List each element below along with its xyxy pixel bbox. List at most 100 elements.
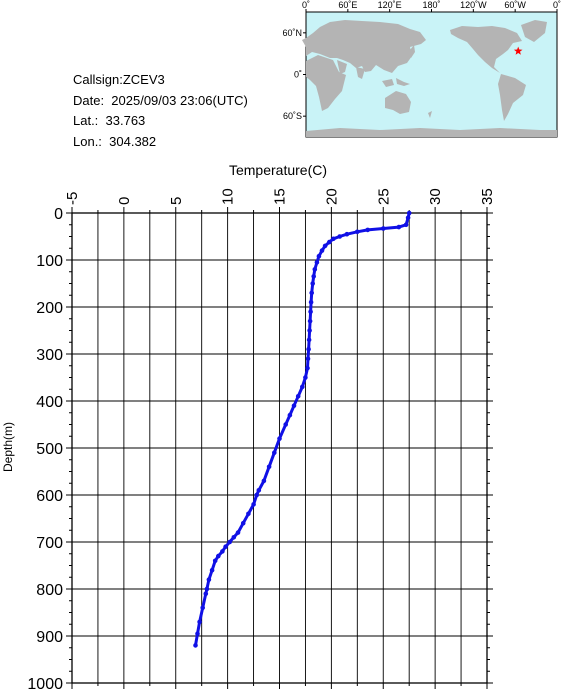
y-tick-label: 400 <box>36 394 63 411</box>
data-point <box>220 549 225 554</box>
x-tick-labels: -5 0 5 10 15 20 25 30 35 <box>64 188 496 205</box>
data-point <box>206 577 212 582</box>
data-point <box>405 215 411 220</box>
plot-frame <box>71 212 488 684</box>
y-tick-label: 100 <box>36 253 63 270</box>
map-lat-label: 60˚S <box>283 111 302 121</box>
data-point <box>209 567 215 573</box>
data-point <box>327 239 332 245</box>
map-lon-label: 120˚W <box>460 0 487 10</box>
data-point <box>291 403 297 409</box>
data-point <box>308 309 313 315</box>
y-tick-label: 900 <box>36 629 63 646</box>
y-tick-label: 0 <box>54 206 63 223</box>
y-tick-label: 300 <box>36 347 63 364</box>
y-tick-label: 500 <box>36 441 63 458</box>
map-lon-label: 60˚W <box>504 0 526 10</box>
x-tick-label: -5 <box>64 192 81 205</box>
data-point <box>204 586 210 592</box>
map-ticks <box>303 9 558 117</box>
data-point <box>197 619 202 625</box>
data-point <box>246 511 251 517</box>
data-point <box>305 365 310 371</box>
data-point <box>235 530 241 535</box>
map-lon-label: 120˚E <box>378 0 402 10</box>
data-point <box>396 224 402 230</box>
data-point <box>344 231 350 237</box>
chart-grid <box>72 213 487 683</box>
data-point <box>311 274 317 279</box>
y-tick-label: 200 <box>36 300 63 317</box>
data-point <box>365 227 371 233</box>
data-point <box>308 300 314 305</box>
data-point <box>355 229 360 235</box>
x-tick-label: 20 <box>323 188 340 205</box>
data-point <box>307 318 313 324</box>
data-point <box>287 412 293 418</box>
data-point <box>316 253 322 259</box>
data-point <box>314 260 320 265</box>
x-tick-label: 5 <box>168 197 185 205</box>
y-tick-label: 600 <box>36 488 63 505</box>
location-star-marker <box>513 46 523 55</box>
x-axis-label: Temperature(C) <box>229 162 327 178</box>
longitude-text: Lon.: 304.382 <box>73 134 157 149</box>
data-point <box>312 267 318 272</box>
map-lat-label: 0˚ <box>294 70 302 80</box>
data-point <box>305 356 311 362</box>
data-point <box>212 558 218 564</box>
temperature-profile-series <box>193 210 412 648</box>
map-lon-label: 60˚E <box>338 0 357 10</box>
latitude-text: Lat.: 33.763 <box>73 113 146 128</box>
data-point <box>272 450 277 456</box>
data-point <box>195 631 200 636</box>
data-point <box>203 591 209 596</box>
data-point <box>406 210 412 216</box>
data-point <box>266 464 272 470</box>
data-point <box>261 478 267 484</box>
callsign-text: Callsign:ZCEV3 <box>73 72 165 87</box>
data-point <box>307 328 312 333</box>
data-point <box>216 553 221 559</box>
y-tick-label: 800 <box>36 582 63 599</box>
data-point <box>319 248 325 253</box>
data-point <box>322 243 328 249</box>
x-tick-label: 10 <box>220 188 237 205</box>
data-point <box>193 643 198 648</box>
data-point <box>303 375 308 380</box>
x-tick-label: 30 <box>427 188 444 205</box>
data-point <box>256 488 262 493</box>
y-tick-labels: 0 100 200 300 400 500 600 700 800 900 1000 <box>27 206 63 690</box>
data-point <box>277 436 282 441</box>
data-point <box>300 384 305 390</box>
y-tick-label: 700 <box>36 535 63 552</box>
map-land <box>302 20 557 137</box>
data-point <box>331 236 336 242</box>
x-tick-label: 15 <box>272 188 289 205</box>
data-point <box>251 502 256 507</box>
data-point <box>337 234 343 239</box>
data-point <box>231 535 237 540</box>
map-labels: 0˚ 60˚E 120˚E 180˚ 120˚W 60˚W 0˚ 60˚N 0˚ 60˚S <box>282 0 561 121</box>
x-tick-label: 25 <box>375 188 392 205</box>
data-point <box>254 492 259 498</box>
map-lon-label: 0˚ <box>302 0 310 10</box>
data-point <box>309 290 315 296</box>
location-marker <box>513 46 523 55</box>
data-point <box>306 337 312 343</box>
data-point <box>227 539 232 545</box>
map-lon-label: 180˚ <box>422 0 440 10</box>
data-point <box>381 226 386 231</box>
map-lat-label: 60˚N <box>282 28 302 38</box>
data-point <box>200 605 205 611</box>
date-text: Date: 2025/09/03 23:06(UTC) <box>73 93 248 108</box>
x-tick-label: 0 <box>116 197 133 205</box>
data-point <box>403 222 409 228</box>
data-point <box>283 422 289 427</box>
data-point <box>240 520 246 526</box>
data-point <box>306 347 311 352</box>
x-tick-label: 35 <box>479 188 496 205</box>
